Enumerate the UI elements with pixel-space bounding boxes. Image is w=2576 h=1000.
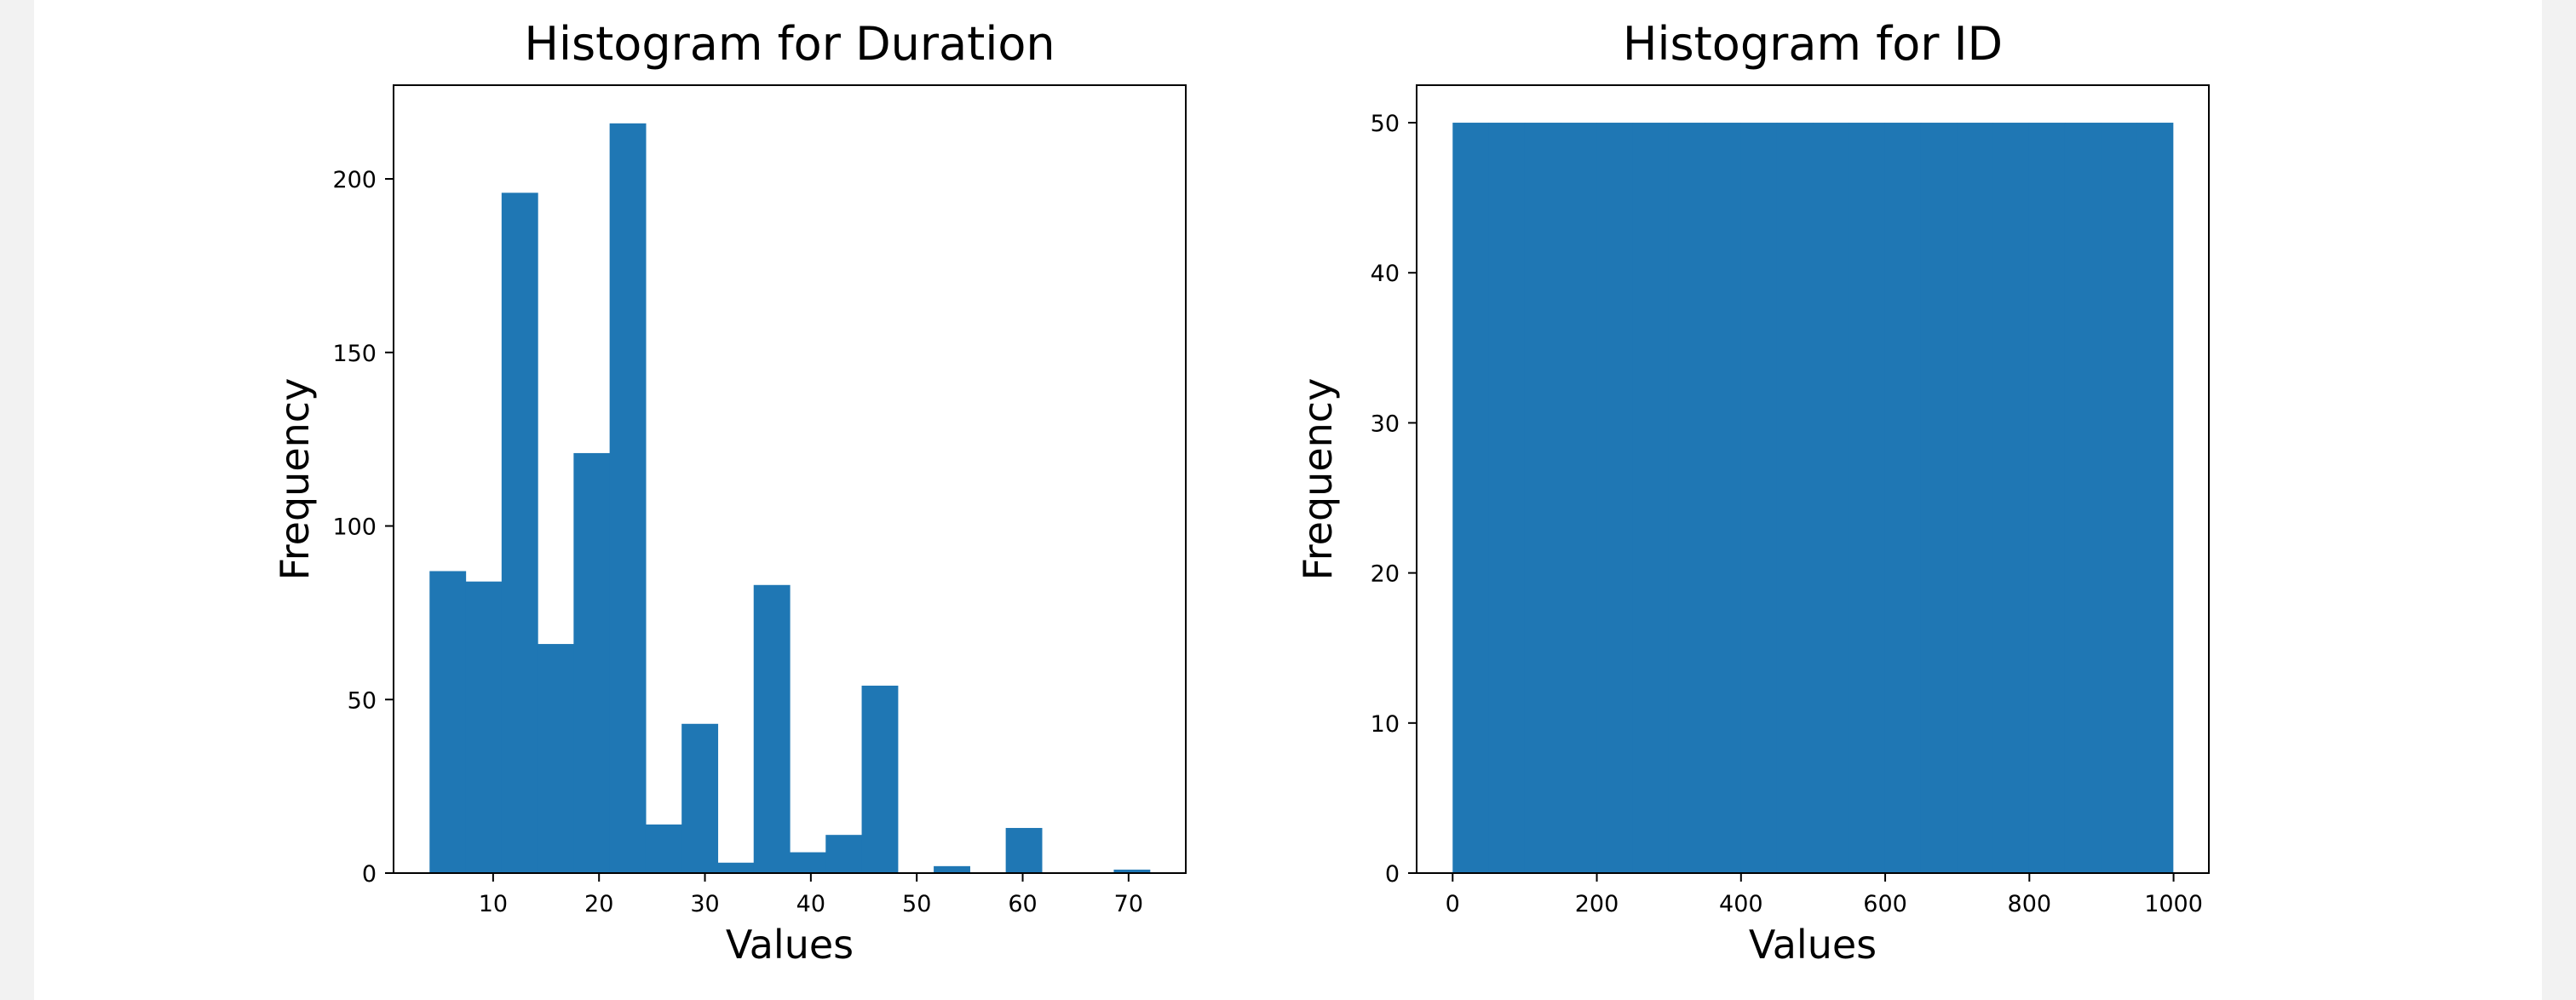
duration-bar [717,862,755,873]
duration-bar [573,452,611,873]
duration-x-tick-label: 10 [479,891,508,917]
id-bar [1740,123,1778,874]
id-x-tick-label: 1000 [2144,891,2203,917]
duration-bar [825,835,863,873]
duration-bar [465,581,503,873]
id-y-tick-label: 40 [1371,261,1400,287]
duration-y-tick-label: 100 [332,514,377,541]
duration-x-tick-label: 20 [584,891,613,917]
id-bar [1849,123,1886,874]
id-bar [1452,123,1490,874]
id-y-tick-label: 50 [1371,111,1400,137]
id-bar [1524,123,1561,874]
id-bar [1957,123,1993,874]
duration-y-tick-label: 0 [362,861,377,888]
id-bar [1668,123,1705,874]
id-x-tick-label: 200 [1575,891,1619,917]
duration-axes-frame [393,84,1187,874]
id-bar [1488,123,1526,874]
duration-histogram: 10 20 30 40 50 60 70 0 50 100 150 200 Histogram for … [272,17,1187,968]
id-bar [2064,123,2102,874]
id-histogram: 0 200 400 600 800 1000 0 10 20 30 40 50 Histogram fo… [1295,17,2210,968]
id-bar [1561,123,1597,874]
id-x-tick-label: 800 [2008,891,2052,917]
duration-y-tick-label: 200 [332,167,377,193]
duration-x-tick-label: 50 [902,891,931,917]
duration-x-tick-label: 70 [1114,891,1143,917]
duration-bar [681,723,719,873]
duration-chart-title: Histogram for Duration [524,17,1055,71]
duration-bar [609,123,647,873]
duration-y-axis-label: Frequency [272,378,318,581]
id-bar [2136,123,2174,874]
id-bar [1920,123,1958,874]
duration-x-tick-label: 60 [1008,891,1037,917]
id-bar [1813,123,1849,874]
id-x-tick-label: 400 [1719,891,1763,917]
duration-bar [1005,828,1043,873]
duration-y-tick-label: 150 [332,341,377,367]
id-y-tick-label: 0 [1385,861,1400,888]
id-bar [1632,123,1670,874]
duration-bar [501,193,538,873]
duration-bar [934,865,970,873]
id-bar [1884,123,1922,874]
id-axes-frame [1416,84,2210,874]
id-bar [1705,123,1742,874]
id-x-axis-label: Values [1749,922,1877,968]
duration-x-tick-label: 40 [796,891,825,917]
duration-bar [753,584,791,873]
id-y-tick-label: 30 [1371,411,1400,437]
id-y-tick-label: 20 [1371,561,1400,588]
id-bar [2101,123,2138,874]
duration-bar [861,685,899,873]
duration-bar [645,824,682,873]
duration-bar [538,644,574,873]
figure-panel: 10 20 30 40 50 60 70 0 50 100 150 200 Histogram for … [34,0,2542,1000]
id-x-tick-label: 0 [1446,891,1460,917]
duration-bar [1113,869,1151,873]
id-y-axis-label: Frequency [1295,378,1341,581]
id-bar [1596,123,1634,874]
duration-bar [429,571,467,873]
duration-bar [790,852,826,873]
duration-x-tick-label: 30 [690,891,719,917]
duration-y-tick-label: 50 [348,687,377,714]
id-bar [2028,123,2066,874]
id-chart-title: Histogram for ID [1623,17,2003,71]
id-y-tick-label: 10 [1371,711,1400,738]
duration-x-axis-label: Values [726,922,854,968]
id-bar [1992,123,2030,874]
id-x-tick-label: 600 [1863,891,1907,917]
id-bar [1776,123,1814,874]
